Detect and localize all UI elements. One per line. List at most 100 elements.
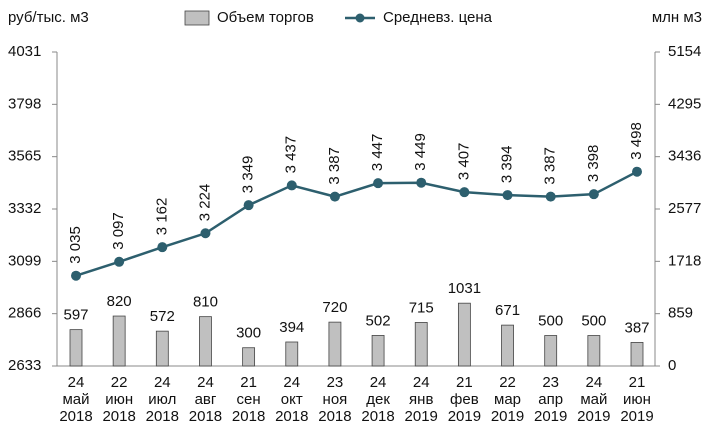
point <box>459 187 470 198</box>
x-tick-line: мар <box>494 391 521 408</box>
x-tick-line: 2019 <box>620 408 653 425</box>
x-tick-line: 23 <box>327 374 344 391</box>
x-tick-line: 22 <box>499 374 516 391</box>
x-tick-line: июн <box>105 391 133 408</box>
x-tick-line: июн <box>623 391 651 408</box>
y-tick-label: 3332 <box>8 200 41 217</box>
legend-label: Средневз. цена <box>383 9 493 26</box>
x-tick-line: июл <box>148 391 176 408</box>
y-tick-label: 3099 <box>8 252 41 269</box>
point-label: 3 447 <box>369 134 386 172</box>
point <box>373 178 384 189</box>
bar-label: 597 <box>63 307 88 324</box>
x-tick-line: авг <box>195 391 217 408</box>
bar <box>371 335 385 367</box>
point-label: 3 394 <box>499 146 516 184</box>
point-label: 3 097 <box>110 212 127 250</box>
x-tick-line: 21 <box>456 374 473 391</box>
y2-tick-label: 859 <box>668 305 693 322</box>
point <box>71 270 81 281</box>
x-tick-line: 24 <box>154 374 171 391</box>
point-label: 3 349 <box>240 156 257 194</box>
bar-label: 572 <box>150 308 175 325</box>
x-tick-line: окт <box>281 391 303 408</box>
bar-label: 820 <box>107 293 132 310</box>
y-tick-label: 2866 <box>8 305 41 322</box>
x-tick-line: 22 <box>111 374 128 391</box>
x-tick-label: 23 ноя 2018 <box>318 374 351 425</box>
x-tick-label: 22 июн 2018 <box>102 374 135 425</box>
bar-label: 715 <box>409 299 434 316</box>
y2-tick-label: 2577 <box>668 200 701 217</box>
y-tick-label: 3798 <box>8 95 41 112</box>
legend-swatch <box>184 10 210 26</box>
bar <box>457 302 471 367</box>
point-label: 3 387 <box>542 147 559 185</box>
point-label: 3 407 <box>455 143 472 181</box>
bar <box>69 329 83 367</box>
x-tick-line: 24 <box>283 374 300 391</box>
point <box>632 166 642 177</box>
point-label: 3 398 <box>585 145 602 183</box>
x-tick-line: янв <box>409 391 433 408</box>
bar <box>155 330 169 367</box>
x-tick-line: 24 <box>68 374 85 391</box>
x-tick-line: 2018 <box>361 408 394 425</box>
x-tick-line: сен <box>237 391 261 408</box>
bar-label: 1031 <box>448 280 481 297</box>
point-label: 3 387 <box>326 147 343 185</box>
point-label: 3 449 <box>412 133 429 171</box>
x-tick-line: май <box>580 391 607 408</box>
x-tick-line: дек <box>366 391 390 408</box>
point <box>286 180 297 191</box>
bar <box>328 321 342 367</box>
bar <box>544 335 558 367</box>
bar <box>242 347 256 367</box>
x-tick-label: 21 фев 2019 <box>448 374 481 425</box>
y-tick-label: 2633 <box>8 357 41 374</box>
x-tick-line: 2019 <box>491 408 524 425</box>
x-tick-label: 23 апр 2019 <box>534 374 567 425</box>
x-tick-label: 24 май 2018 <box>59 374 92 425</box>
bar-label: 810 <box>193 294 218 311</box>
point-label: 3 224 <box>196 184 213 222</box>
point <box>157 242 168 253</box>
bar <box>414 322 428 367</box>
y2-tick-label: 5154 <box>668 43 701 60</box>
point <box>545 191 556 202</box>
bar-label: 500 <box>538 313 563 330</box>
y-tick-label: 3565 <box>8 148 41 165</box>
bar <box>587 335 601 367</box>
y-axis-title: руб/тыс. м3 <box>8 9 89 26</box>
x-tick-label: 21 июн 2019 <box>620 374 653 425</box>
y2-tick-label: 4295 <box>668 95 701 112</box>
bar-label: 500 <box>581 313 606 330</box>
bar <box>630 342 644 367</box>
x-tick-line: 2018 <box>146 408 179 425</box>
point-label: 3 437 <box>283 136 300 174</box>
x-tick-line: 2019 <box>534 408 567 425</box>
y-tick-label: 4031 <box>8 43 41 60</box>
point <box>200 228 211 239</box>
x-tick-line: 24 <box>413 374 430 391</box>
point <box>502 190 513 201</box>
x-tick-label: 24 дек 2018 <box>361 374 394 425</box>
x-tick-label: 24 авг 2018 <box>189 374 222 425</box>
x-tick-line: 24 <box>586 374 603 391</box>
x-tick-line: 24 <box>197 374 214 391</box>
x-tick-label: 22 мар 2019 <box>491 374 524 425</box>
bar <box>285 341 299 367</box>
bar-label: 720 <box>322 299 347 316</box>
x-tick-line: 24 <box>370 374 387 391</box>
x-tick-line: ноя <box>323 391 348 408</box>
y2-tick-label: 0 <box>668 357 676 374</box>
line <box>75 170 638 277</box>
x-tick-label: 24 окт 2018 <box>275 374 308 425</box>
x-tick-line: 2018 <box>275 408 308 425</box>
point <box>588 189 599 200</box>
bar-label: 394 <box>279 319 304 336</box>
x-tick-line: 2018 <box>318 408 351 425</box>
x-tick-line: 2019 <box>405 408 438 425</box>
bar <box>112 315 126 367</box>
